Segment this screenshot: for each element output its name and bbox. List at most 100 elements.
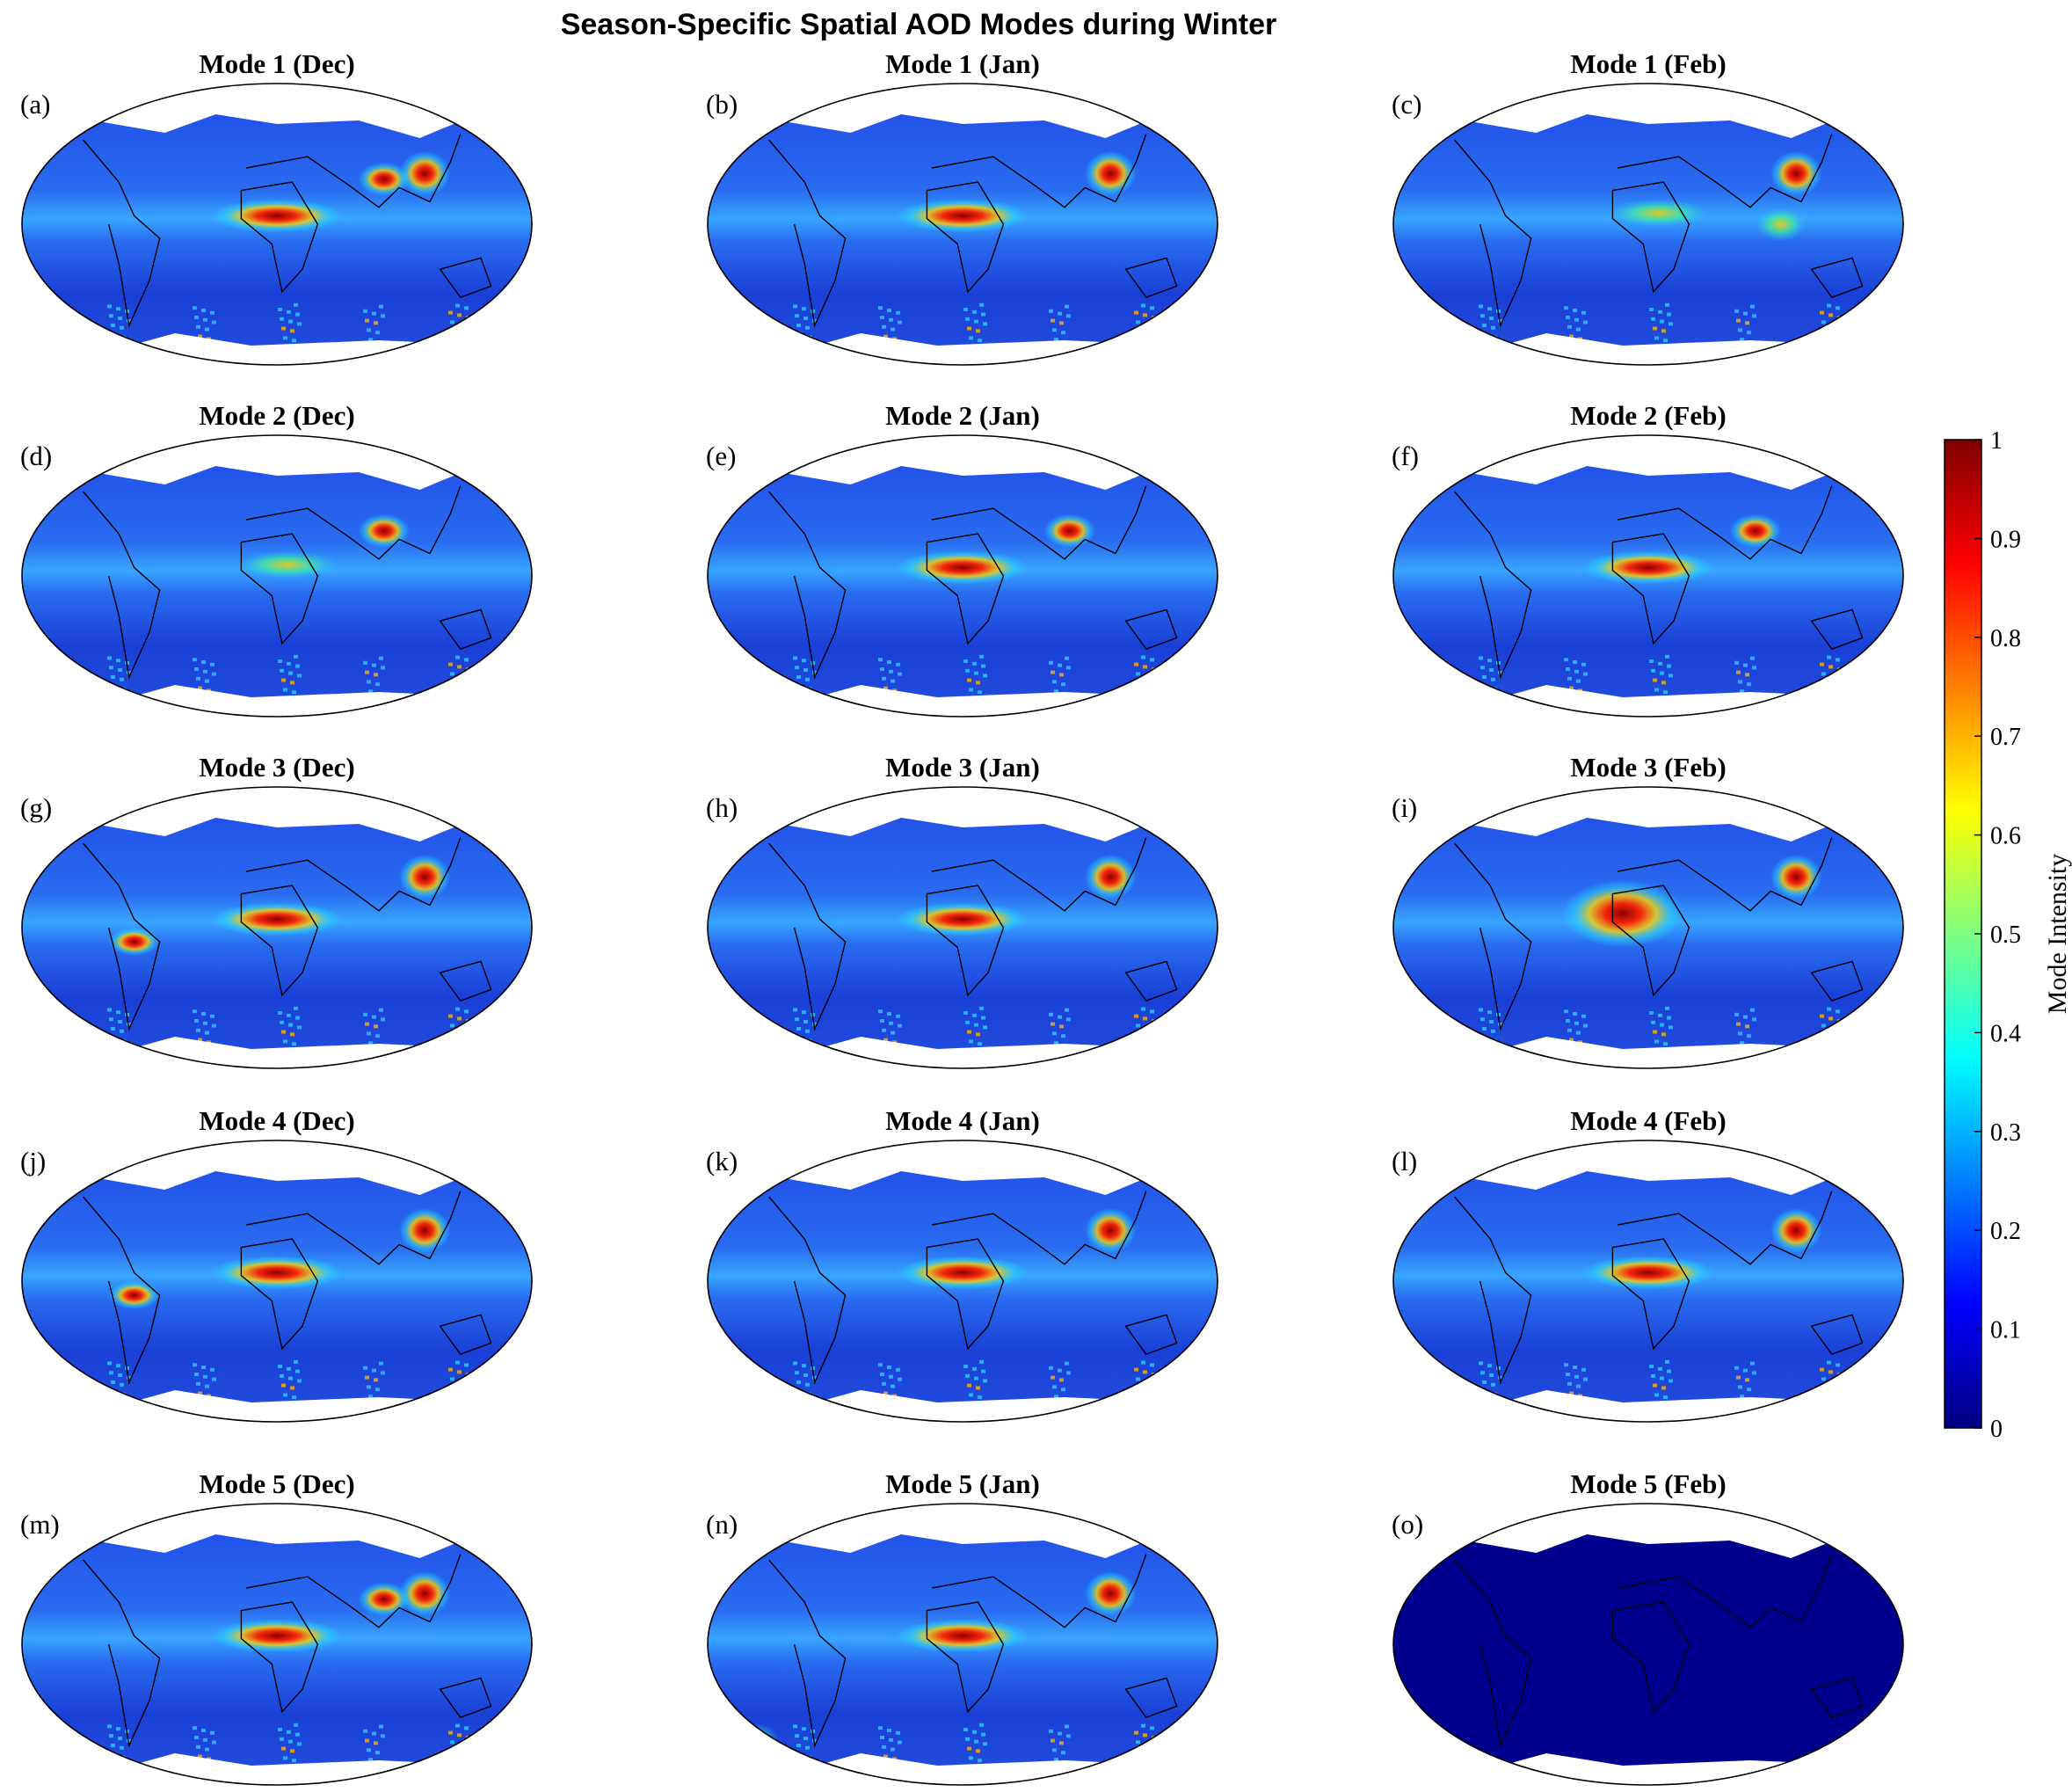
colorbar: 0 0.1 0.2 0.3 0.4 0.5 0.6 0.7 0.8 0.9 1 Mode Inten…	[1944, 427, 2072, 1443]
map-frame	[1392, 83, 1904, 366]
panel-title: Mode 2 (Jan)	[885, 400, 1040, 431]
hotspot-southeast-asia	[1755, 207, 1807, 242]
map-panel: Mode 4 (Dec) (j)	[20, 1105, 533, 1423]
colorbar-tick-label: 0.1	[1990, 1317, 2021, 1344]
coastlines	[768, 1554, 1178, 1748]
panel-letter: (c)	[1392, 89, 1421, 120]
map-frame	[707, 83, 1218, 366]
hotspot-east-china	[1085, 1207, 1137, 1253]
panel-letter: (k)	[706, 1146, 738, 1176]
hotspot-east-china	[1085, 150, 1137, 196]
hotspot-sahel	[1581, 550, 1715, 585]
map-panel: Mode 1 (Jan) (b)	[706, 48, 1218, 366]
coastlines	[1454, 1554, 1864, 1748]
panel-letter: (n)	[706, 1509, 738, 1540]
coastlines	[83, 1191, 492, 1385]
colorbar-tick-label: 0.3	[1990, 1119, 2021, 1147]
panel-grid: Mode 1 (Dec) (a) Mode 1 (Jan) (b) Mode 1 (Fe…	[20, 48, 1904, 1786]
hotspot-sahel	[896, 1619, 1029, 1653]
map-panel: Mode 3 (Jan) (h)	[706, 752, 1218, 1069]
panel-title: Mode 5 (Jan)	[885, 1468, 1040, 1499]
map-field	[22, 435, 532, 717]
panel-letter: (b)	[706, 89, 738, 120]
colorbar-label: Mode Intensity	[2043, 854, 2072, 1014]
map-field	[22, 84, 532, 365]
coastlines	[768, 837, 1178, 1031]
hotspot-east-china	[399, 1207, 451, 1253]
panel-letter: (i)	[1392, 792, 1417, 823]
hotspot-indo-gangetic	[358, 514, 410, 548]
map-frame	[21, 786, 533, 1069]
panel-title: Mode 1 (Feb)	[1570, 48, 1726, 79]
map-field	[22, 1504, 532, 1785]
hotspot-amazon	[108, 1281, 160, 1309]
colorbar-tick-label: 0.6	[1990, 823, 2021, 850]
map-panel: Mode 2 (Feb) (f)	[1392, 400, 1904, 718]
panel-title: Mode 3 (Dec)	[199, 752, 354, 783]
coastlines	[1454, 837, 1864, 1031]
map-panel: Mode 4 (Feb) (l)	[1392, 1105, 1904, 1423]
map-frame	[1392, 1503, 1904, 1786]
coastlines	[83, 837, 492, 1031]
hotspot-east-china	[1770, 150, 1822, 196]
coastlines	[768, 1191, 1178, 1385]
map-field	[708, 84, 1218, 365]
colorbar-tick-label: 0.2	[1990, 1218, 2021, 1245]
hotspot-amazon	[108, 928, 160, 956]
map-frame	[707, 434, 1218, 718]
map-field	[708, 1140, 1218, 1422]
map-panel: Mode 2 (Jan) (e)	[706, 400, 1218, 718]
map-frame	[21, 1503, 533, 1786]
map-panel: Mode 5 (Dec) (m)	[20, 1468, 533, 1786]
coastlines	[1454, 1191, 1864, 1385]
map-field	[1393, 435, 1903, 717]
colorbar-tick-label: 1	[1990, 427, 2003, 455]
panel-title: Mode 5 (Dec)	[199, 1468, 354, 1499]
panel-letter: (h)	[706, 792, 738, 823]
colorbar-tick-label: 0.5	[1990, 921, 2021, 949]
hotspot-sahel	[1581, 1256, 1715, 1290]
colorbar-tick-label: 0	[1990, 1416, 2003, 1443]
panel-title: Mode 2 (Feb)	[1570, 400, 1726, 431]
panel-title: Mode 5 (Feb)	[1570, 1468, 1726, 1499]
hotspot-sahel	[896, 199, 1029, 233]
coastlines	[83, 485, 492, 680]
panel-letter: (l)	[1392, 1146, 1417, 1176]
panel-letter: (j)	[20, 1146, 46, 1176]
hotspot-sahel	[896, 902, 1029, 936]
hotspot-sahel	[896, 1256, 1029, 1290]
panel-title: Mode 2 (Dec)	[199, 400, 354, 431]
map-frame	[1392, 786, 1904, 1069]
map-field	[1393, 1140, 1903, 1422]
colorbar-tick-label: 0.9	[1990, 526, 2021, 553]
map-panel: Mode 1 (Dec) (a)	[20, 48, 533, 366]
panel-title: Mode 1 (Dec)	[199, 48, 354, 79]
map-frame	[1392, 1140, 1904, 1423]
panel-title: Mode 3 (Feb)	[1570, 752, 1726, 783]
colorbar-tick-label: 0.8	[1990, 625, 2021, 652]
colorbar-tick-label: 0.4	[1990, 1020, 2021, 1047]
map-field	[1393, 1504, 1903, 1785]
map-panel: Mode 4 (Jan) (k)	[706, 1105, 1218, 1423]
hotspot-east-china	[399, 150, 451, 196]
panel-letter: (d)	[20, 441, 52, 471]
coastlines	[768, 485, 1178, 680]
hotspot-indo-gangetic	[358, 1582, 410, 1617]
hotspot-east-china	[1085, 1570, 1137, 1616]
panel-letter: (m)	[20, 1509, 60, 1540]
hotspot-east-china	[1085, 854, 1137, 900]
map-field	[22, 787, 532, 1068]
panel-title: Mode 1 (Jan)	[885, 48, 1040, 79]
map-panel: Mode 3 (Feb) (i)	[1392, 752, 1904, 1069]
map-frame	[21, 1140, 533, 1423]
panel-title: Mode 4 (Feb)	[1570, 1105, 1726, 1136]
coastlines	[768, 134, 1178, 328]
hotspot-sahel-weak	[1607, 199, 1710, 228]
hotspot-sahel	[210, 199, 344, 233]
map-frame	[21, 83, 533, 366]
map-frame	[1392, 434, 1904, 718]
map-field	[22, 1140, 532, 1422]
hotspot-indo-gangetic	[1043, 514, 1095, 548]
map-field	[708, 435, 1218, 717]
